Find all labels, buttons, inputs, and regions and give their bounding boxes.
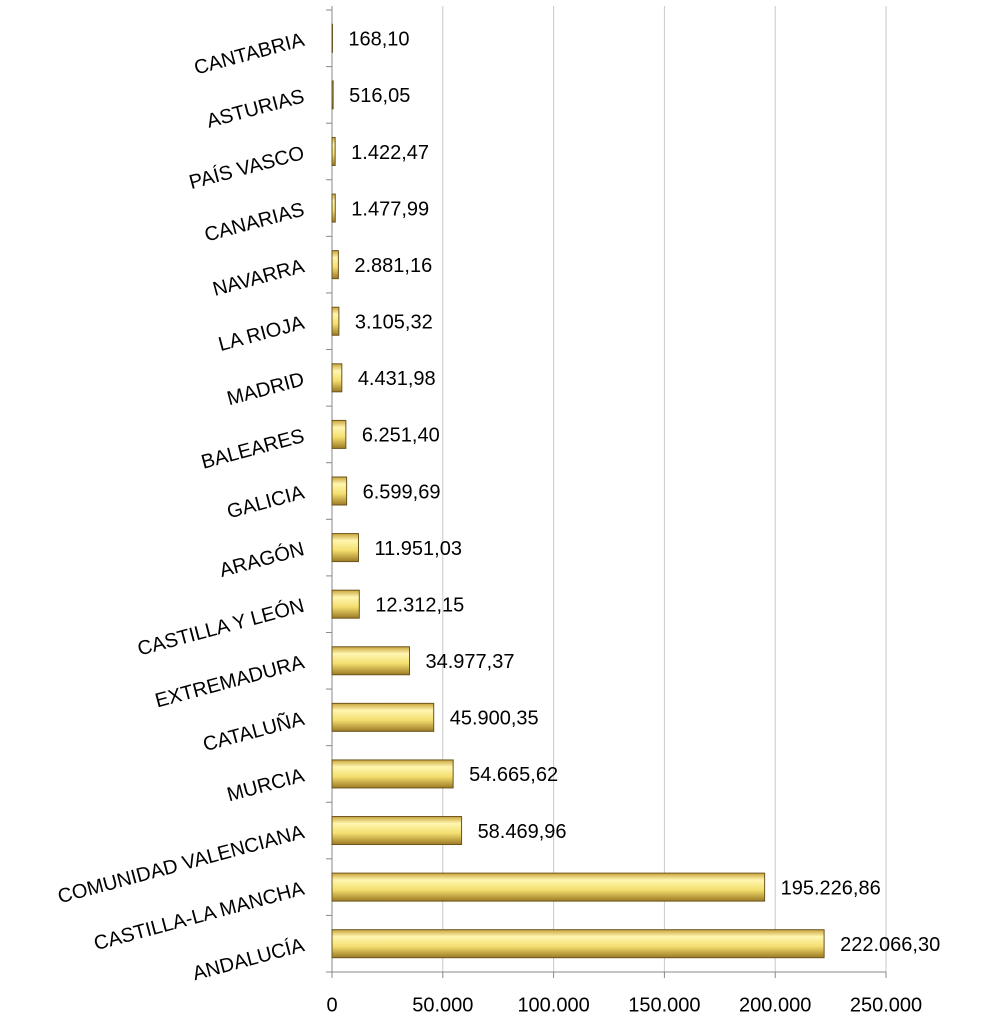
data-label: 195.226,86 <box>781 877 881 899</box>
y-tick-label: MURCIA <box>225 764 308 806</box>
x-tick-label: 250.000 <box>850 994 922 1016</box>
bar <box>331 702 435 732</box>
bar <box>331 872 766 902</box>
x-tick-label: 50.000 <box>412 994 473 1016</box>
bar <box>331 363 343 393</box>
data-label: 34.977,37 <box>426 651 515 673</box>
y-tick-label: ARAGÓN <box>217 537 307 582</box>
y-tick-label: CANTABRIA <box>192 29 307 80</box>
bar <box>331 193 336 223</box>
data-label: 6.251,40 <box>362 425 440 447</box>
x-tick-label: 100.000 <box>517 994 589 1016</box>
bar <box>331 80 334 110</box>
bar <box>331 23 333 53</box>
data-label: 1.477,99 <box>351 198 429 220</box>
y-tick-label: EXTREMADURA <box>153 651 307 712</box>
y-tick-label: GALICIA <box>225 482 308 524</box>
x-tick-label: 150.000 <box>628 994 700 1016</box>
y-tick-label: PAÍS VASCO <box>187 141 307 194</box>
data-label: 11.951,03 <box>374 538 462 560</box>
data-label: 222.066,30 <box>840 934 940 956</box>
data-label: 58.469,96 <box>478 821 567 843</box>
y-tick-label: ASTURIAS <box>204 86 306 133</box>
data-label: 54.665,62 <box>469 764 558 786</box>
bar <box>331 419 347 449</box>
bar <box>331 646 411 676</box>
x-tick-label: 0 <box>326 994 337 1016</box>
data-label: 45.900,35 <box>450 708 539 730</box>
y-tick-label: MADRID <box>225 369 307 411</box>
y-tick-label: BALEARES <box>199 425 307 474</box>
y-tick-label: CANARIAS <box>202 199 306 247</box>
y-tick-label: NAVARRA <box>210 255 307 301</box>
bar <box>331 816 463 846</box>
bar <box>331 589 360 619</box>
data-label: 516,05 <box>349 85 410 107</box>
y-tick-label: CATALUÑA <box>200 706 307 756</box>
bar <box>331 476 348 506</box>
data-label: 6.599,69 <box>363 481 441 503</box>
data-label: 2.881,16 <box>354 255 432 277</box>
data-label: 1.422,47 <box>351 142 429 164</box>
y-tick-label: CASTILLA Y LEÓN <box>135 594 307 661</box>
x-tick-label: 200.000 <box>739 994 811 1016</box>
bar <box>331 759 454 789</box>
bar <box>331 136 336 166</box>
data-label: 3.105,32 <box>355 312 433 334</box>
bar <box>331 250 339 280</box>
data-label: 12.312,15 <box>375 594 464 616</box>
bar <box>331 929 825 959</box>
bar <box>331 533 359 563</box>
data-label: 168,10 <box>348 29 409 51</box>
y-tick-label: ANDALUCÍA <box>190 933 307 985</box>
data-label: 4.431,98 <box>358 368 436 390</box>
bar <box>331 306 340 336</box>
y-tick-label: LA RIOJA <box>216 312 307 356</box>
